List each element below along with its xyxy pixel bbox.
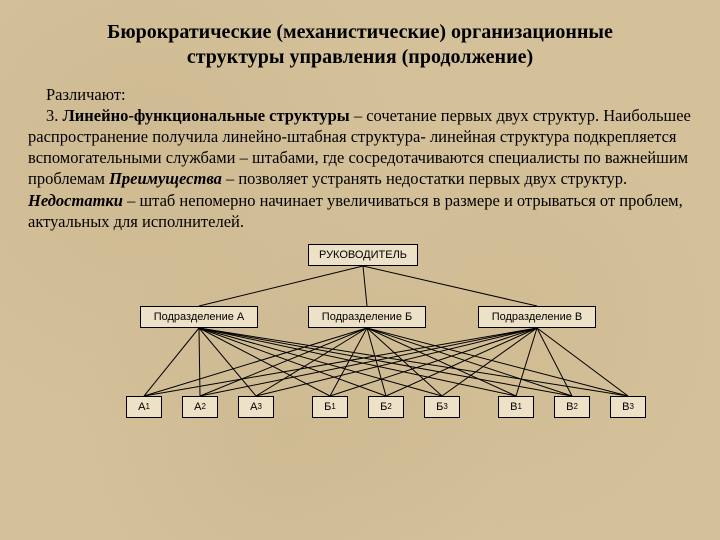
- org-leaf-C2: В2: [554, 396, 590, 418]
- org-leaf-C1: В1: [498, 396, 534, 418]
- org-leaf-A2: А2: [182, 396, 218, 418]
- org-root: РУКОВОДИТЕЛЬ: [308, 244, 418, 266]
- item-number: 3.: [46, 106, 63, 125]
- org-leaf-B1: Б1: [312, 396, 348, 418]
- org-mid-A: Подразделение А: [140, 306, 258, 328]
- body-segment-2: – позволяет устранять недостатки первых …: [222, 169, 627, 188]
- org-mid-C: Подразделение В: [478, 306, 596, 328]
- body-text: Различают: 3. Линейно-функциональные стр…: [28, 84, 692, 232]
- org-leaf-B2: Б2: [368, 396, 404, 418]
- structure-def: – сочетание первых двух структур.: [350, 106, 599, 125]
- page-title: Бюрократические (механистические) органи…: [28, 20, 692, 70]
- org-leaf-B3: Б3: [424, 396, 460, 418]
- structure-name: Линейно-функциональные структуры: [63, 106, 350, 125]
- org-chart: РУКОВОДИТЕЛЬ Подразделение А Подразделение…: [30, 244, 690, 444]
- slide-page: Бюрократические (механистические) органи…: [0, 0, 720, 454]
- body-segment-3: – штаб непомерно начинает увеличиваться …: [28, 191, 683, 231]
- title-line-1: Бюрократические (механистические) органи…: [107, 21, 613, 43]
- disadvantages-label: Недостатки: [28, 191, 123, 210]
- org-leaf-C3: В3: [610, 396, 646, 418]
- org-mid-B: Подразделение Б: [308, 306, 426, 328]
- main-paragraph: 3. Линейно-функциональные структуры – со…: [28, 105, 692, 232]
- lead-paragraph: Различают:: [28, 84, 692, 105]
- org-leaf-A1: А1: [126, 396, 162, 418]
- advantages-label: Преимущества: [109, 169, 222, 188]
- org-leaf-A3: А3: [238, 396, 274, 418]
- title-line-2: структуры управления (продолжение): [187, 46, 533, 68]
